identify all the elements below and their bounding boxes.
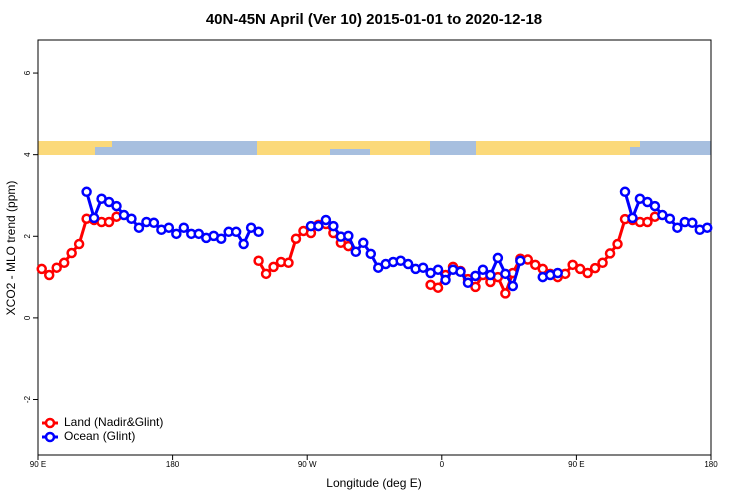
data-point bbox=[320, 214, 332, 226]
data-point bbox=[253, 255, 264, 267]
data-point bbox=[163, 222, 175, 233]
data-point bbox=[36, 263, 47, 275]
data-point bbox=[230, 226, 242, 238]
data-point bbox=[358, 237, 369, 249]
legend-label: Land (Nadir&Glint) bbox=[64, 415, 163, 429]
data-point bbox=[500, 288, 511, 299]
data-point bbox=[148, 217, 160, 229]
data-point bbox=[440, 274, 451, 286]
chart-title: 40N-45N April (Ver 10) 2015-01-01 to 202… bbox=[206, 11, 542, 28]
y-tick-label: -2 bbox=[23, 395, 32, 403]
data-point bbox=[365, 248, 377, 260]
data-point bbox=[552, 267, 563, 279]
data-point bbox=[567, 259, 578, 271]
data-point bbox=[402, 258, 414, 270]
data-point bbox=[268, 261, 279, 273]
data-point bbox=[612, 238, 623, 250]
data-point bbox=[582, 267, 593, 279]
data-point bbox=[350, 246, 362, 258]
data-point bbox=[103, 196, 115, 208]
data-point bbox=[328, 220, 339, 232]
data-point bbox=[530, 259, 541, 271]
data-point bbox=[51, 262, 62, 273]
data-point bbox=[507, 280, 519, 292]
data-point bbox=[178, 222, 190, 233]
data-point bbox=[245, 222, 257, 233]
x-tick-label: 180 bbox=[704, 460, 718, 469]
data-point bbox=[81, 186, 92, 198]
land-band bbox=[38, 141, 112, 155]
data-point bbox=[455, 266, 466, 278]
data-point bbox=[103, 216, 115, 228]
data-point bbox=[283, 257, 294, 269]
data-point bbox=[290, 233, 302, 244]
data-point bbox=[649, 200, 661, 212]
x-tick-label: 0 bbox=[440, 460, 445, 469]
data-point bbox=[702, 222, 713, 233]
data-point bbox=[313, 220, 324, 232]
data-point bbox=[672, 222, 683, 233]
land-band bbox=[476, 141, 640, 155]
x-axis-label: Longitude (deg E) bbox=[326, 476, 421, 490]
y-tick-label: 4 bbox=[23, 152, 32, 157]
data-point bbox=[642, 216, 653, 228]
x-tick-label: 180 bbox=[166, 460, 180, 469]
data-point bbox=[43, 269, 55, 281]
data-point bbox=[597, 257, 608, 269]
y-axis-label: XCO2 - MLO trend (ppm) bbox=[4, 181, 18, 316]
land-mask-band bbox=[38, 141, 711, 155]
data-point bbox=[343, 230, 354, 242]
series-line bbox=[40, 215, 656, 295]
data-point bbox=[470, 281, 481, 293]
data-point bbox=[589, 262, 601, 274]
data-point bbox=[66, 247, 77, 259]
data-point bbox=[485, 269, 496, 281]
data-point bbox=[477, 264, 489, 275]
data-point bbox=[58, 257, 70, 269]
data-point bbox=[111, 200, 122, 212]
data-point bbox=[215, 233, 227, 244]
data-point bbox=[687, 217, 698, 229]
legend-swatch bbox=[44, 417, 56, 429]
data-point bbox=[642, 196, 653, 208]
y-tick-label: 0 bbox=[23, 315, 32, 320]
legend-swatch bbox=[44, 431, 56, 443]
data-point bbox=[126, 213, 137, 224]
data-point bbox=[627, 212, 638, 224]
data-point bbox=[73, 238, 85, 250]
data-point bbox=[88, 212, 100, 224]
data-point bbox=[133, 222, 145, 233]
x-tick-label: 90 E bbox=[30, 460, 46, 469]
ocean-band bbox=[95, 147, 115, 155]
data-point bbox=[253, 226, 264, 238]
data-point bbox=[417, 262, 429, 273]
land-band bbox=[257, 141, 430, 155]
legend-label: Ocean (Glint) bbox=[64, 429, 135, 443]
series-line bbox=[85, 191, 708, 288]
data-point bbox=[604, 248, 616, 259]
data-point bbox=[193, 228, 205, 240]
data-point bbox=[470, 270, 481, 282]
data-point bbox=[619, 186, 631, 198]
plot-frame bbox=[37, 39, 712, 456]
data-point bbox=[432, 282, 444, 293]
y-tick-label: 2 bbox=[23, 234, 32, 239]
data-point bbox=[238, 238, 249, 250]
data-point bbox=[492, 252, 504, 264]
data-point bbox=[462, 277, 474, 289]
data-point bbox=[171, 228, 182, 240]
ocean-band bbox=[330, 149, 370, 155]
x-tick-label: 90 E bbox=[568, 460, 584, 469]
data-point bbox=[500, 268, 511, 280]
data-point bbox=[432, 264, 444, 275]
data-point bbox=[664, 213, 676, 224]
x-tick-label: 90 W bbox=[298, 460, 317, 469]
ocean-band bbox=[630, 147, 650, 155]
data-point bbox=[260, 268, 272, 280]
data-point bbox=[515, 255, 526, 267]
y-tick-label: 6 bbox=[23, 70, 32, 75]
data-point bbox=[574, 263, 586, 275]
